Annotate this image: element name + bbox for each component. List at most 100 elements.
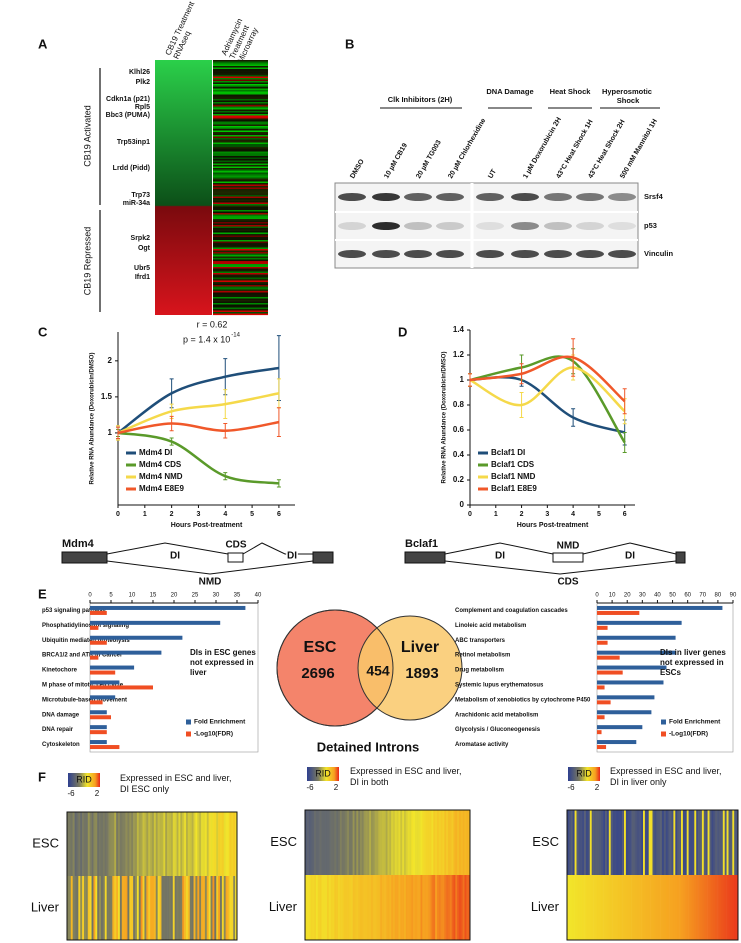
heatmap-cell	[195, 812, 198, 876]
microarray-row	[213, 91, 268, 94]
heatmap-cell	[349, 875, 352, 940]
colorbar-tick: -6	[67, 789, 75, 798]
microarray-row	[213, 135, 268, 137]
heatmap-cell	[437, 810, 440, 875]
heatmap-cell	[345, 810, 348, 875]
colorbar-tick: -6	[306, 783, 314, 792]
heatmap-cell	[312, 810, 315, 875]
heatmap-cell	[189, 812, 192, 876]
heatmap-cell	[376, 875, 379, 940]
legend-label: Bclaf1 DI	[491, 448, 525, 457]
heatmap-cell	[221, 876, 225, 940]
heatmap-cell	[227, 876, 230, 940]
microarray-row	[213, 271, 268, 274]
microarray-row	[213, 283, 268, 286]
heatmap-cell	[218, 876, 221, 940]
x-tick-label: 5	[250, 511, 254, 518]
heatmap-cell	[582, 810, 585, 875]
heatmap-cell	[203, 812, 206, 876]
heatmap-cell	[574, 810, 577, 875]
heatmap-cell	[597, 875, 600, 940]
heatmap-cell	[633, 810, 636, 875]
gene-label: Plk2	[136, 79, 151, 86]
heatmap-cell	[93, 876, 96, 940]
heatmap-cell	[453, 875, 456, 940]
blot-band	[338, 250, 366, 258]
colorbar-tick: 2	[95, 789, 100, 798]
heatmap-cell	[89, 812, 92, 876]
microarray-row	[213, 61, 268, 64]
gene-model-mdm4	[61, 542, 334, 575]
bar	[90, 670, 116, 675]
heatmap-cell	[587, 875, 591, 940]
heatmap-cell	[595, 875, 598, 940]
category-label: DNA repair	[42, 727, 74, 733]
microarray-row	[213, 256, 268, 259]
bar	[597, 610, 640, 615]
legend-swatch	[186, 731, 191, 737]
heatmap-cell	[726, 875, 729, 940]
heatmap-cell	[643, 810, 646, 875]
microarray-row	[213, 222, 268, 224]
heatmap-cell	[448, 875, 451, 940]
blot-band	[404, 222, 432, 230]
microarray-row	[213, 250, 268, 253]
feature-label: NMD	[557, 541, 580, 552]
microarray-row	[213, 196, 268, 199]
heatmap-cell	[167, 812, 170, 876]
heatmap-cell	[669, 810, 672, 875]
error-bar	[276, 407, 281, 438]
microarray-row	[213, 112, 268, 115]
bar	[90, 685, 153, 690]
microarray-row	[213, 154, 268, 157]
heatmap-cell	[451, 810, 454, 875]
blot-band	[511, 222, 539, 230]
heatmap-cell	[67, 876, 70, 940]
heatmap-cell	[382, 875, 385, 940]
venn-set-label: Liver	[401, 639, 439, 656]
heatmap-cell	[371, 810, 374, 875]
annotation: DIs in ESC genes not expressed in liver	[190, 648, 256, 677]
heatmap-cell	[599, 810, 602, 875]
microarray-row	[213, 198, 268, 200]
category-label: Ubiquitin mediated proteolysis	[42, 638, 130, 644]
microarray-row	[213, 307, 268, 310]
blot-band	[544, 193, 572, 201]
heatmap-cell	[679, 810, 682, 875]
microarray-row	[213, 153, 268, 155]
heatmap-cell	[728, 810, 731, 875]
microarray-row	[213, 70, 268, 73]
heatmap-cell	[144, 812, 147, 876]
heatmap-cell	[427, 810, 430, 875]
heatmap-cell	[593, 875, 596, 940]
venn-count: 1893	[405, 665, 438, 682]
heatmap-cell	[167, 876, 170, 940]
heatmap-cell	[306, 810, 309, 875]
heatmap-cell	[648, 810, 651, 875]
heatmap-cell	[393, 810, 396, 875]
heatmap-cell	[203, 876, 206, 940]
heatmap-cell	[129, 812, 132, 876]
series-line	[117, 392, 280, 435]
heatmap-cell	[95, 876, 98, 940]
bar	[90, 725, 107, 730]
heatmap-cell	[314, 875, 317, 940]
bar	[597, 710, 652, 715]
heatmap-cell	[698, 875, 701, 940]
heatmap-cell	[178, 812, 181, 876]
heatmap-cell	[608, 810, 611, 875]
heatmap-cell	[608, 875, 611, 940]
microarray-row	[213, 180, 268, 182]
feature-label: CDS	[225, 540, 246, 551]
heatmap-cell	[446, 875, 449, 940]
microarray-row	[213, 163, 268, 166]
microarray-row	[213, 294, 268, 296]
bar	[597, 620, 682, 625]
bar	[597, 635, 676, 640]
heatmap-cell	[361, 875, 364, 940]
microarray-row	[213, 111, 268, 113]
heatmap-cell	[383, 810, 386, 875]
heatmap-cell	[717, 875, 720, 940]
blot-band	[511, 250, 539, 258]
microarray-row	[213, 306, 268, 308]
